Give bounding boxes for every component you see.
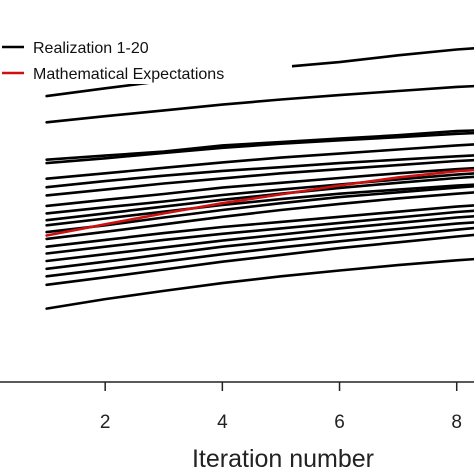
x-tick-label: 8 bbox=[451, 412, 462, 433]
series-line-realization-3 bbox=[45, 129, 474, 161]
legend-label-expectation: Mathematical Expectations bbox=[33, 66, 224, 83]
legend: Realization 1-20 Mathematical Expectatio… bbox=[0, 30, 292, 84]
series-line-realization-14 bbox=[45, 204, 474, 248]
series-line-realization-9 bbox=[45, 172, 474, 215]
series-line-realization-11 bbox=[45, 183, 474, 227]
series-line-realization-15 bbox=[45, 209, 474, 255]
series-line-realization-16 bbox=[45, 214, 474, 263]
series-line-realization-2 bbox=[45, 84, 474, 124]
series-line-realization-18 bbox=[45, 226, 474, 278]
legend-label-realization: Realization 1-20 bbox=[33, 40, 149, 57]
series-line-realization-12 bbox=[45, 185, 474, 234]
x-axis-ticks: 2 4 6 8 bbox=[100, 382, 462, 433]
x-tick-label: 2 bbox=[100, 412, 111, 433]
series-line-realization-7 bbox=[45, 158, 474, 197]
series-lines bbox=[45, 47, 474, 310]
series-line-mathematical-expectations bbox=[45, 168, 474, 237]
x-tick-label: 6 bbox=[334, 412, 345, 433]
series-line-realization-4 bbox=[45, 131, 474, 165]
series-line-realization-19 bbox=[45, 233, 474, 287]
series-line-realization-20 bbox=[45, 257, 474, 310]
x-axis-title: Iteration number bbox=[192, 445, 374, 473]
series-line-realization-5 bbox=[45, 143, 474, 180]
series-line-realization-8 bbox=[45, 166, 474, 208]
x-tick-label: 4 bbox=[217, 412, 228, 433]
legend-background bbox=[0, 30, 292, 84]
series-line-realization-13 bbox=[45, 191, 474, 241]
series-line-realization-17 bbox=[45, 221, 474, 271]
series-line-realization-6 bbox=[45, 154, 474, 189]
